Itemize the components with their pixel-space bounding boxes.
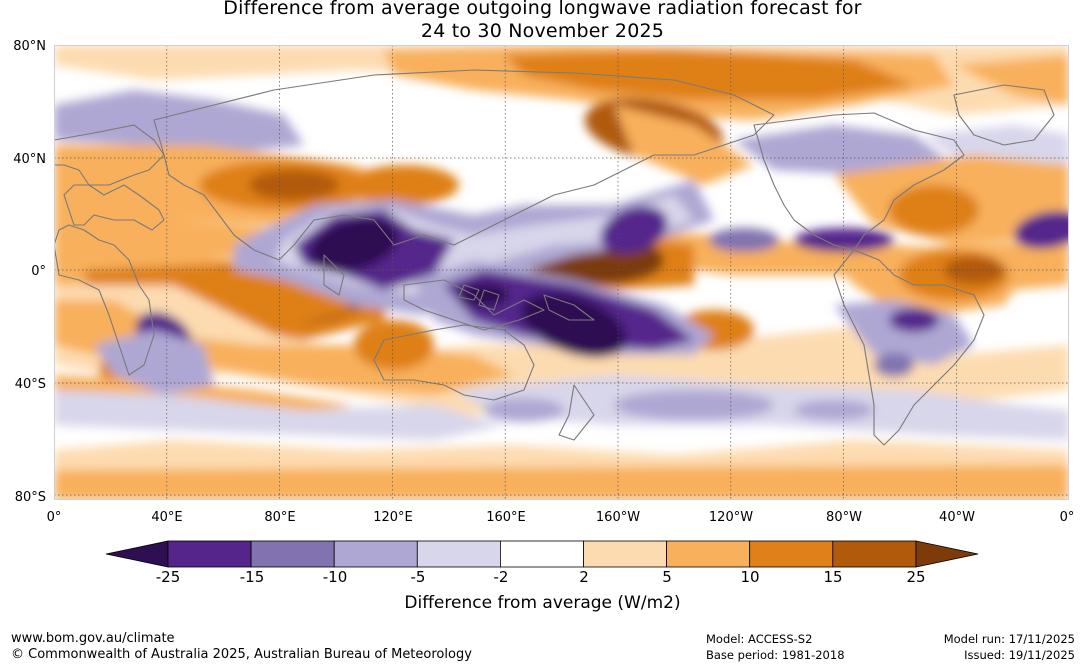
anomaly-region xyxy=(459,283,509,307)
olr-anomaly-map xyxy=(54,45,1069,500)
anomaly-region xyxy=(614,105,754,185)
title-line-1: Difference from average outgoing longwav… xyxy=(223,0,862,19)
legend-tick-label: 10 xyxy=(740,568,760,586)
anomaly-region xyxy=(54,465,1069,500)
anomaly-region xyxy=(614,390,774,420)
anomaly-region xyxy=(709,228,779,252)
legend-bin xyxy=(333,540,418,568)
anomaly-region xyxy=(889,185,979,235)
coastline xyxy=(543,294,595,321)
legend-bin xyxy=(250,540,335,568)
lon-label-160e: 160°E xyxy=(486,510,526,525)
lon-label-0-east: 0° xyxy=(1059,510,1075,525)
website-link[interactable]: www.bom.gov.au/climate xyxy=(11,631,175,646)
anomaly-region xyxy=(834,300,974,365)
lat-label-40s: 40°S xyxy=(14,377,46,392)
legend-tick-label: 5 xyxy=(662,568,672,586)
anomaly-region xyxy=(734,125,954,175)
legend-bin-lowest xyxy=(106,540,169,568)
coastline xyxy=(953,84,1055,146)
coastline xyxy=(753,112,965,251)
legend-bin xyxy=(499,540,584,568)
anomaly-region xyxy=(484,398,564,422)
legend-bin xyxy=(832,540,917,568)
legend-title: Difference from average (W/m2) xyxy=(404,593,681,613)
lon-label-80e: 80°E xyxy=(264,510,296,525)
coastline xyxy=(373,324,535,401)
lon-label-0-west: 0° xyxy=(46,510,62,525)
coastline xyxy=(458,284,480,301)
anomaly-field xyxy=(54,45,1069,500)
legend-bin xyxy=(666,540,751,568)
legend-tick-label: 15 xyxy=(823,568,843,586)
anomaly-region xyxy=(354,320,434,370)
coastline xyxy=(833,249,985,446)
legend-tick-label: -2 xyxy=(493,568,509,586)
anomaly-region xyxy=(521,292,627,358)
lat-label-80n: 80°N xyxy=(13,39,46,54)
copyright-text: © Commonwealth of Australia 2025, Austra… xyxy=(11,647,472,662)
legend-bin xyxy=(583,540,667,568)
model-name: Model: ACCESS-S2 xyxy=(706,632,813,646)
anomaly-region xyxy=(310,218,398,272)
model-run-date: Model run: 17/11/2025 xyxy=(943,632,1075,646)
anomaly-region xyxy=(889,308,939,332)
anomaly-region xyxy=(504,50,914,100)
legend-tick-label: -10 xyxy=(322,568,348,586)
coastline xyxy=(63,184,165,231)
legend-bin-highest xyxy=(915,540,979,568)
legend-tick-label: -25 xyxy=(155,568,181,586)
coastline xyxy=(323,254,345,296)
legend-bin xyxy=(749,540,834,568)
lon-label-40w: 40°W xyxy=(939,510,975,525)
coastline xyxy=(403,279,545,331)
legend-tick-label: -5 xyxy=(410,568,426,586)
anomaly-region xyxy=(794,400,874,420)
legend-tick-label: 2 xyxy=(579,568,589,586)
lat-label-40n: 40°N xyxy=(13,152,46,167)
lon-label-120w: 120°W xyxy=(708,510,754,525)
anomaly-region xyxy=(349,165,459,205)
legend-bin xyxy=(416,540,501,568)
coastline xyxy=(558,384,595,441)
coastline xyxy=(153,69,775,261)
anomaly-region xyxy=(249,170,339,200)
anomaly-region xyxy=(54,300,514,395)
base-period: Base period: 1981-2018 xyxy=(706,648,845,662)
legend-tick-label: 25 xyxy=(906,568,926,586)
chart-title: Difference from average outgoing longwav… xyxy=(0,0,1085,43)
colorbar xyxy=(106,540,979,568)
issued-date: Issued: 19/11/2025 xyxy=(964,648,1075,662)
lon-label-120e: 120°E xyxy=(373,510,413,525)
title-line-2: 24 to 30 November 2025 xyxy=(420,20,665,42)
map-frame xyxy=(54,45,1069,500)
anomaly-region xyxy=(1014,211,1069,249)
lat-label-0: 0° xyxy=(31,264,46,279)
legend-bin xyxy=(167,540,252,568)
coastline xyxy=(54,124,165,186)
anomaly-region xyxy=(874,353,914,377)
anomaly-region xyxy=(94,330,214,395)
map-canvas xyxy=(54,45,1069,500)
lon-label-40e: 40°E xyxy=(151,510,183,525)
lon-label-80w: 80°W xyxy=(826,510,862,525)
anomaly-region xyxy=(794,228,894,252)
graticule xyxy=(54,45,1069,500)
coastline xyxy=(478,289,500,311)
anomaly-region xyxy=(54,90,304,155)
anomaly-region xyxy=(954,55,1069,105)
anomaly-region xyxy=(600,206,668,254)
lat-label-80s: 80°S xyxy=(14,490,46,505)
lon-label-160w: 160°W xyxy=(595,510,641,525)
legend-tick-label: -15 xyxy=(239,568,265,586)
